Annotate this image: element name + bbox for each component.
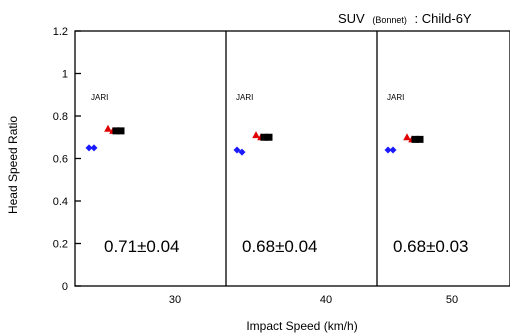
- summary-label: 0.68±0.04: [242, 237, 318, 256]
- data-point-diamond: [85, 144, 93, 152]
- data-point-diamond: [90, 144, 98, 152]
- panels: 30 JARI 0.71±0.04 40 JARI 0.68±0.04 50 JARI 0.68…: [85, 93, 469, 306]
- annotation-label: JARI: [387, 93, 404, 102]
- summary-label: 0.71±0.04: [104, 237, 180, 256]
- x-tick-label: 50: [446, 294, 458, 306]
- y-tick-label: 0.4: [53, 196, 68, 208]
- x-tick-label: 30: [169, 294, 181, 306]
- y-tick-label: 0.6: [53, 154, 68, 166]
- data-point-square: [112, 127, 120, 135]
- y-tick-label: 1.2: [53, 26, 68, 38]
- panel-40: 40 JARI 0.68±0.04: [233, 93, 332, 306]
- axes: 0 0.2 0.4 0.6 0.8 1 1.2: [53, 26, 510, 293]
- data-point-square: [260, 133, 268, 141]
- x-axis-label: Impact Speed (km/h): [246, 319, 357, 333]
- annotation-label: JARI: [236, 93, 253, 102]
- data-point-square: [265, 133, 273, 141]
- panel-30: 30 JARI 0.71±0.04: [85, 93, 181, 306]
- annotation-label: JARI: [91, 93, 108, 102]
- y-tick-label: 0.2: [53, 239, 68, 251]
- y-tick-label: 0: [62, 281, 68, 293]
- chart-title: SUV (Bonnet) : Child-6Y: [338, 11, 472, 26]
- y-tick-label: 0.8: [53, 111, 68, 123]
- panel-50: 50 JARI 0.68±0.03: [384, 93, 469, 306]
- data-point-diamond: [233, 146, 241, 154]
- x-tick-label: 40: [320, 294, 332, 306]
- title-main: SUV: [338, 11, 365, 26]
- data-point-triangle: [104, 124, 112, 132]
- data-point-triangle: [403, 133, 411, 141]
- data-point-triangle: [252, 131, 260, 139]
- summary-label: 0.68±0.03: [393, 237, 469, 256]
- data-point-square: [416, 135, 424, 143]
- y-axis-label: Head Speed Ratio: [6, 116, 20, 214]
- data-point-square: [411, 135, 419, 143]
- data-point-diamond: [384, 146, 392, 154]
- data-point-diamond: [389, 146, 397, 154]
- data-point-diamond: [238, 148, 246, 156]
- y-tick-label: 1: [62, 69, 68, 81]
- title-paren: (Bonnet): [372, 15, 407, 25]
- data-point-square: [117, 127, 125, 135]
- title-tail: : Child-6Y: [415, 11, 472, 26]
